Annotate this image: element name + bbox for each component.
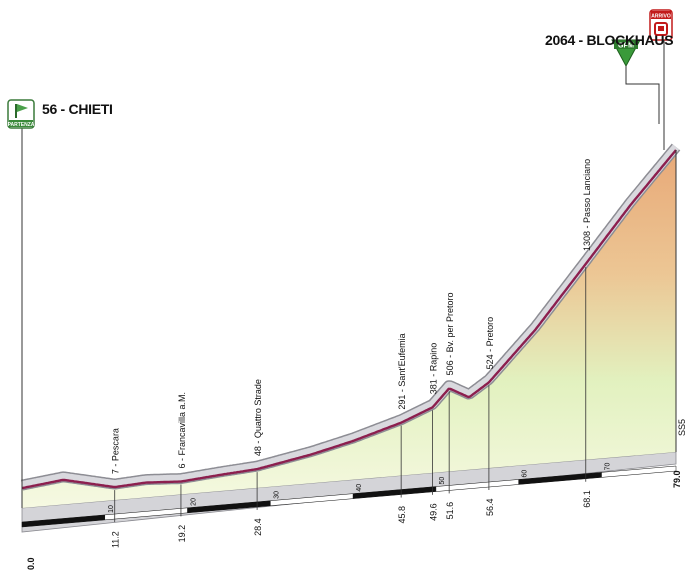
km-scale-segment [601,465,677,478]
finish-line-icon [654,22,668,36]
waypoint-km-label: 28.4 [253,518,263,536]
gpm-pointer-line [625,66,660,124]
km-tick-label: 70 [604,462,611,470]
km-tick-label: 60 [522,470,529,478]
km-tick-label: 20 [191,498,198,506]
start-label: 56 - CHIETI [42,101,113,117]
waypoint-label: 381 - Rapino [429,343,439,395]
profile-line [21,149,677,490]
finish-label: 2064 - BLOCKHAUS [545,32,673,48]
flag-icon [15,104,28,118]
waypoint-km-label: 51.6 [445,502,455,520]
profile-area [18,143,681,508]
waypoint-km-label: 45.8 [397,506,407,524]
km-tick-label: 10 [108,505,115,513]
waypoint-label: 7 - Pescara [111,428,121,474]
waypoint-label: 524 - Pretoro [485,317,495,370]
waypoint-label: 291 - Sant'Eufemia [397,333,407,409]
finish-badge-text: ARRIVO [651,14,671,20]
profile-ground-fill [22,147,676,508]
start-km-label: 0.0 [26,557,36,570]
profile-labels: 10 20 30 40 50 60 70 7 - Pescara 11.2 6 - Francav… [26,159,682,570]
profile-road-band [19,144,680,490]
start-badge-text: PARTENZA [8,122,35,128]
waypoint-label: 1308 - Passo Lanciano [582,159,592,251]
gpm-badge-text: GPM [618,43,634,50]
km-tick-label: 30 [273,491,280,499]
km-tick-label: 40 [356,484,363,492]
waypoint-km-label: 68.1 [582,490,592,508]
finish-badge: ARRIVO [649,9,673,41]
start-badge: PARTENZA [7,99,35,129]
km-tick-label: 50 [439,477,446,485]
waypoint-km-label: 56.4 [485,498,495,516]
waypoint-label: 48 - Quattro Strade [253,379,263,456]
end-km-label: 79.0 [672,470,682,488]
waypoint-label: 6 - Francavilla a.M. [177,392,187,469]
waypoint-km-label: 11.2 [111,531,121,548]
waypoint-label: 506 - Bv. per Pretoro [445,292,455,375]
profile-marks [21,128,677,528]
gpm-badge: GPM [611,39,641,68]
waypoint-km-label: 19.2 [177,525,187,543]
road-label: SS5 [677,419,687,436]
waypoint-km-label: 49.6 [429,503,439,521]
